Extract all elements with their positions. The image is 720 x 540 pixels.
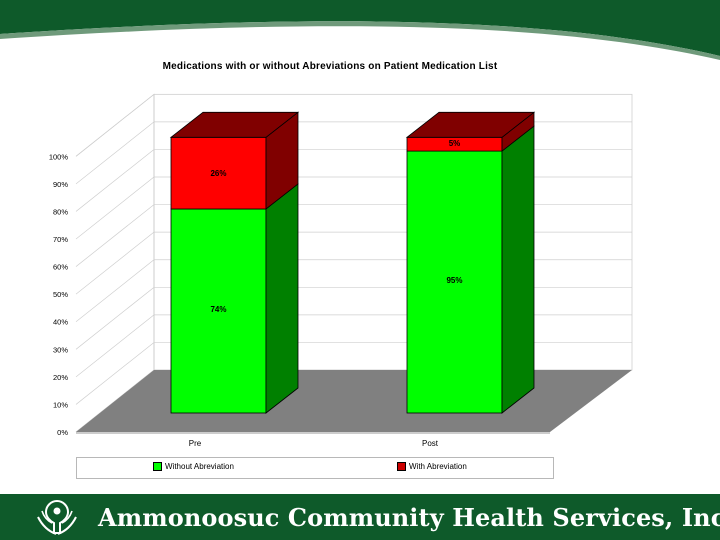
hands-logo-icon [37,499,77,535]
footer-band [0,494,720,540]
x-tick-label: Pre [189,439,202,448]
bar-segment-side [501,125,535,414]
y-tick-label: 100% [49,152,69,161]
y-tick-label: 10% [53,400,68,409]
y-tick-label: 70% [53,235,68,244]
bar-segment-top [405,111,536,138]
y-tick-label: 20% [53,373,68,382]
bar-segment-side [265,183,299,414]
y-tick-label: 0% [57,428,68,437]
data-label: 95% [446,276,462,285]
chart-labels: 0% 10% 20% 30% 40% 50% 60% 70% 80% 90% 100% 74% 26% P… [49,139,463,448]
chart-floor [76,370,632,434]
y-tick-label: 60% [53,263,68,272]
bar-segment-top [169,111,300,138]
chart-bars [169,111,536,414]
bar-segment-front [406,150,503,414]
bar-segment-front [170,136,267,210]
legend-label-without: Without Abreviation [165,462,234,471]
legend-swatch-with [397,462,406,471]
chart-title: Medications with or without Abreviations… [162,61,498,72]
x-tick-label: Post [422,439,439,448]
y-tick-label: 40% [53,318,68,327]
y-tick-label: 80% [53,207,68,216]
y-tick-label: 90% [53,180,68,189]
legend-item-without: Without Abreviation [153,462,234,471]
legend-item-with: With Abreviation [397,462,467,471]
chart-floor-plane [76,370,632,432]
gridline [75,93,632,157]
header-highlight [0,21,720,60]
data-label: 26% [210,169,226,178]
legend-label-with: With Abreviation [409,462,467,471]
header-band [0,0,720,56]
bar-segment-front [170,208,267,414]
chart-legend: Without Abreviation With Abreviation [76,457,554,479]
data-label: 5% [449,139,461,148]
legend-swatch-without [153,462,162,471]
y-tick-label: 50% [53,290,68,299]
organization-name: Ammonoosuc Community Health Services, In… [98,503,720,532]
data-label: 74% [210,305,226,314]
y-tick-label: 30% [53,345,68,354]
